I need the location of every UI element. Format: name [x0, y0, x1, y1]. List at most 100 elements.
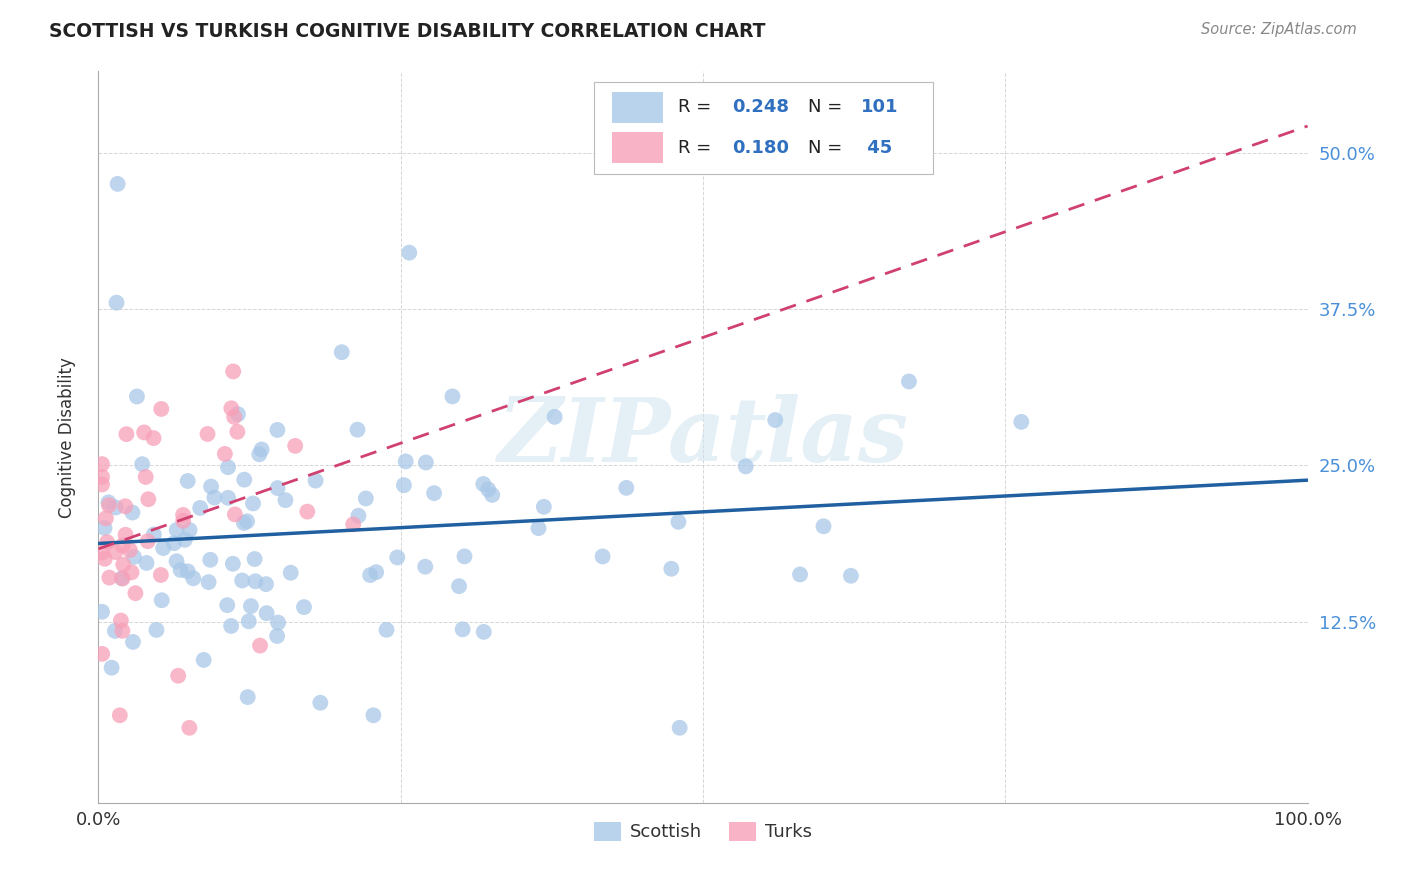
Scottish	[392, 478, 415, 492]
Turks	[132, 425, 155, 440]
Turks	[96, 535, 118, 549]
Turks	[197, 426, 219, 441]
Turks	[112, 558, 135, 572]
Scottish	[543, 409, 565, 424]
Scottish	[359, 568, 381, 582]
Scottish	[734, 459, 756, 474]
Scottish	[242, 496, 264, 510]
Turks	[111, 539, 134, 553]
Scottish	[131, 457, 153, 471]
Scottish	[121, 506, 143, 520]
Scottish	[375, 623, 398, 637]
Scottish	[93, 521, 115, 535]
Scottish	[217, 460, 239, 475]
Scottish	[236, 514, 259, 528]
Turks	[91, 545, 114, 559]
Turks	[150, 401, 173, 416]
Turks	[149, 568, 172, 582]
Scottish	[274, 493, 297, 508]
Text: 101: 101	[862, 98, 898, 117]
Turks	[93, 551, 115, 566]
Scottish	[387, 550, 409, 565]
Scottish	[266, 423, 288, 437]
Text: 0.248: 0.248	[733, 98, 789, 117]
Scottish	[280, 566, 302, 580]
Turks	[104, 545, 127, 559]
Scottish	[217, 491, 239, 505]
Scottish	[789, 567, 811, 582]
Scottish	[166, 523, 188, 537]
Scottish	[179, 523, 201, 537]
Scottish	[231, 574, 253, 588]
Scottish	[202, 491, 225, 505]
Scottish	[197, 575, 219, 590]
Scottish	[250, 442, 273, 457]
Scottish	[150, 593, 173, 607]
Text: N =: N =	[808, 139, 848, 157]
Scottish	[266, 481, 288, 495]
Scottish	[105, 295, 128, 310]
Turks	[118, 543, 141, 558]
Scottish	[125, 389, 148, 403]
Turks	[284, 439, 307, 453]
Scottish	[200, 553, 222, 567]
Text: 0.180: 0.180	[733, 139, 789, 157]
Scottish	[111, 571, 134, 585]
Turks	[114, 528, 136, 542]
Turks	[226, 425, 249, 439]
Scottish	[897, 375, 920, 389]
Turks	[172, 514, 194, 528]
Scottish	[447, 579, 470, 593]
Turks	[111, 624, 134, 638]
Scottish	[451, 623, 474, 637]
Turks	[98, 571, 121, 585]
Turks	[94, 511, 117, 525]
Scottish	[245, 574, 267, 589]
Scottish	[592, 549, 614, 564]
Turks	[179, 721, 201, 735]
Scottish	[395, 454, 418, 468]
Y-axis label: Cognitive Disability: Cognitive Disability	[58, 357, 76, 517]
Scottish	[142, 527, 165, 541]
Scottish	[415, 455, 437, 469]
Scottish	[346, 423, 368, 437]
Turks	[91, 647, 114, 661]
Scottish	[236, 690, 259, 704]
Scottish	[472, 624, 495, 639]
Turks	[114, 500, 136, 514]
Text: R =: R =	[678, 98, 717, 117]
Scottish	[763, 413, 786, 427]
Turks	[214, 447, 236, 461]
Legend: Scottish, Turks: Scottish, Turks	[586, 814, 820, 848]
Scottish	[398, 245, 420, 260]
Turks	[110, 614, 132, 628]
Scottish	[177, 474, 200, 488]
Scottish	[200, 479, 222, 493]
Scottish	[233, 473, 256, 487]
Scottish	[166, 554, 188, 568]
Text: ZIPatlas: ZIPatlas	[498, 394, 908, 480]
Scottish	[481, 488, 503, 502]
Scottish	[527, 521, 550, 535]
Scottish	[188, 500, 211, 515]
Turks	[108, 708, 131, 723]
Scottish	[243, 552, 266, 566]
Scottish	[104, 500, 127, 515]
Scottish	[145, 623, 167, 637]
Turks	[115, 427, 138, 442]
Scottish	[177, 565, 200, 579]
Scottish	[330, 345, 353, 359]
Turks	[142, 431, 165, 445]
Scottish	[256, 606, 278, 620]
Scottish	[472, 477, 495, 491]
Turks	[121, 566, 143, 580]
Scottish	[813, 519, 835, 533]
FancyBboxPatch shape	[613, 133, 664, 163]
Scottish	[254, 577, 277, 591]
Scottish	[239, 599, 262, 613]
Turks	[91, 477, 114, 491]
Scottish	[163, 536, 186, 550]
Scottish	[668, 515, 690, 529]
Turks	[97, 498, 120, 512]
Scottish	[266, 629, 288, 643]
